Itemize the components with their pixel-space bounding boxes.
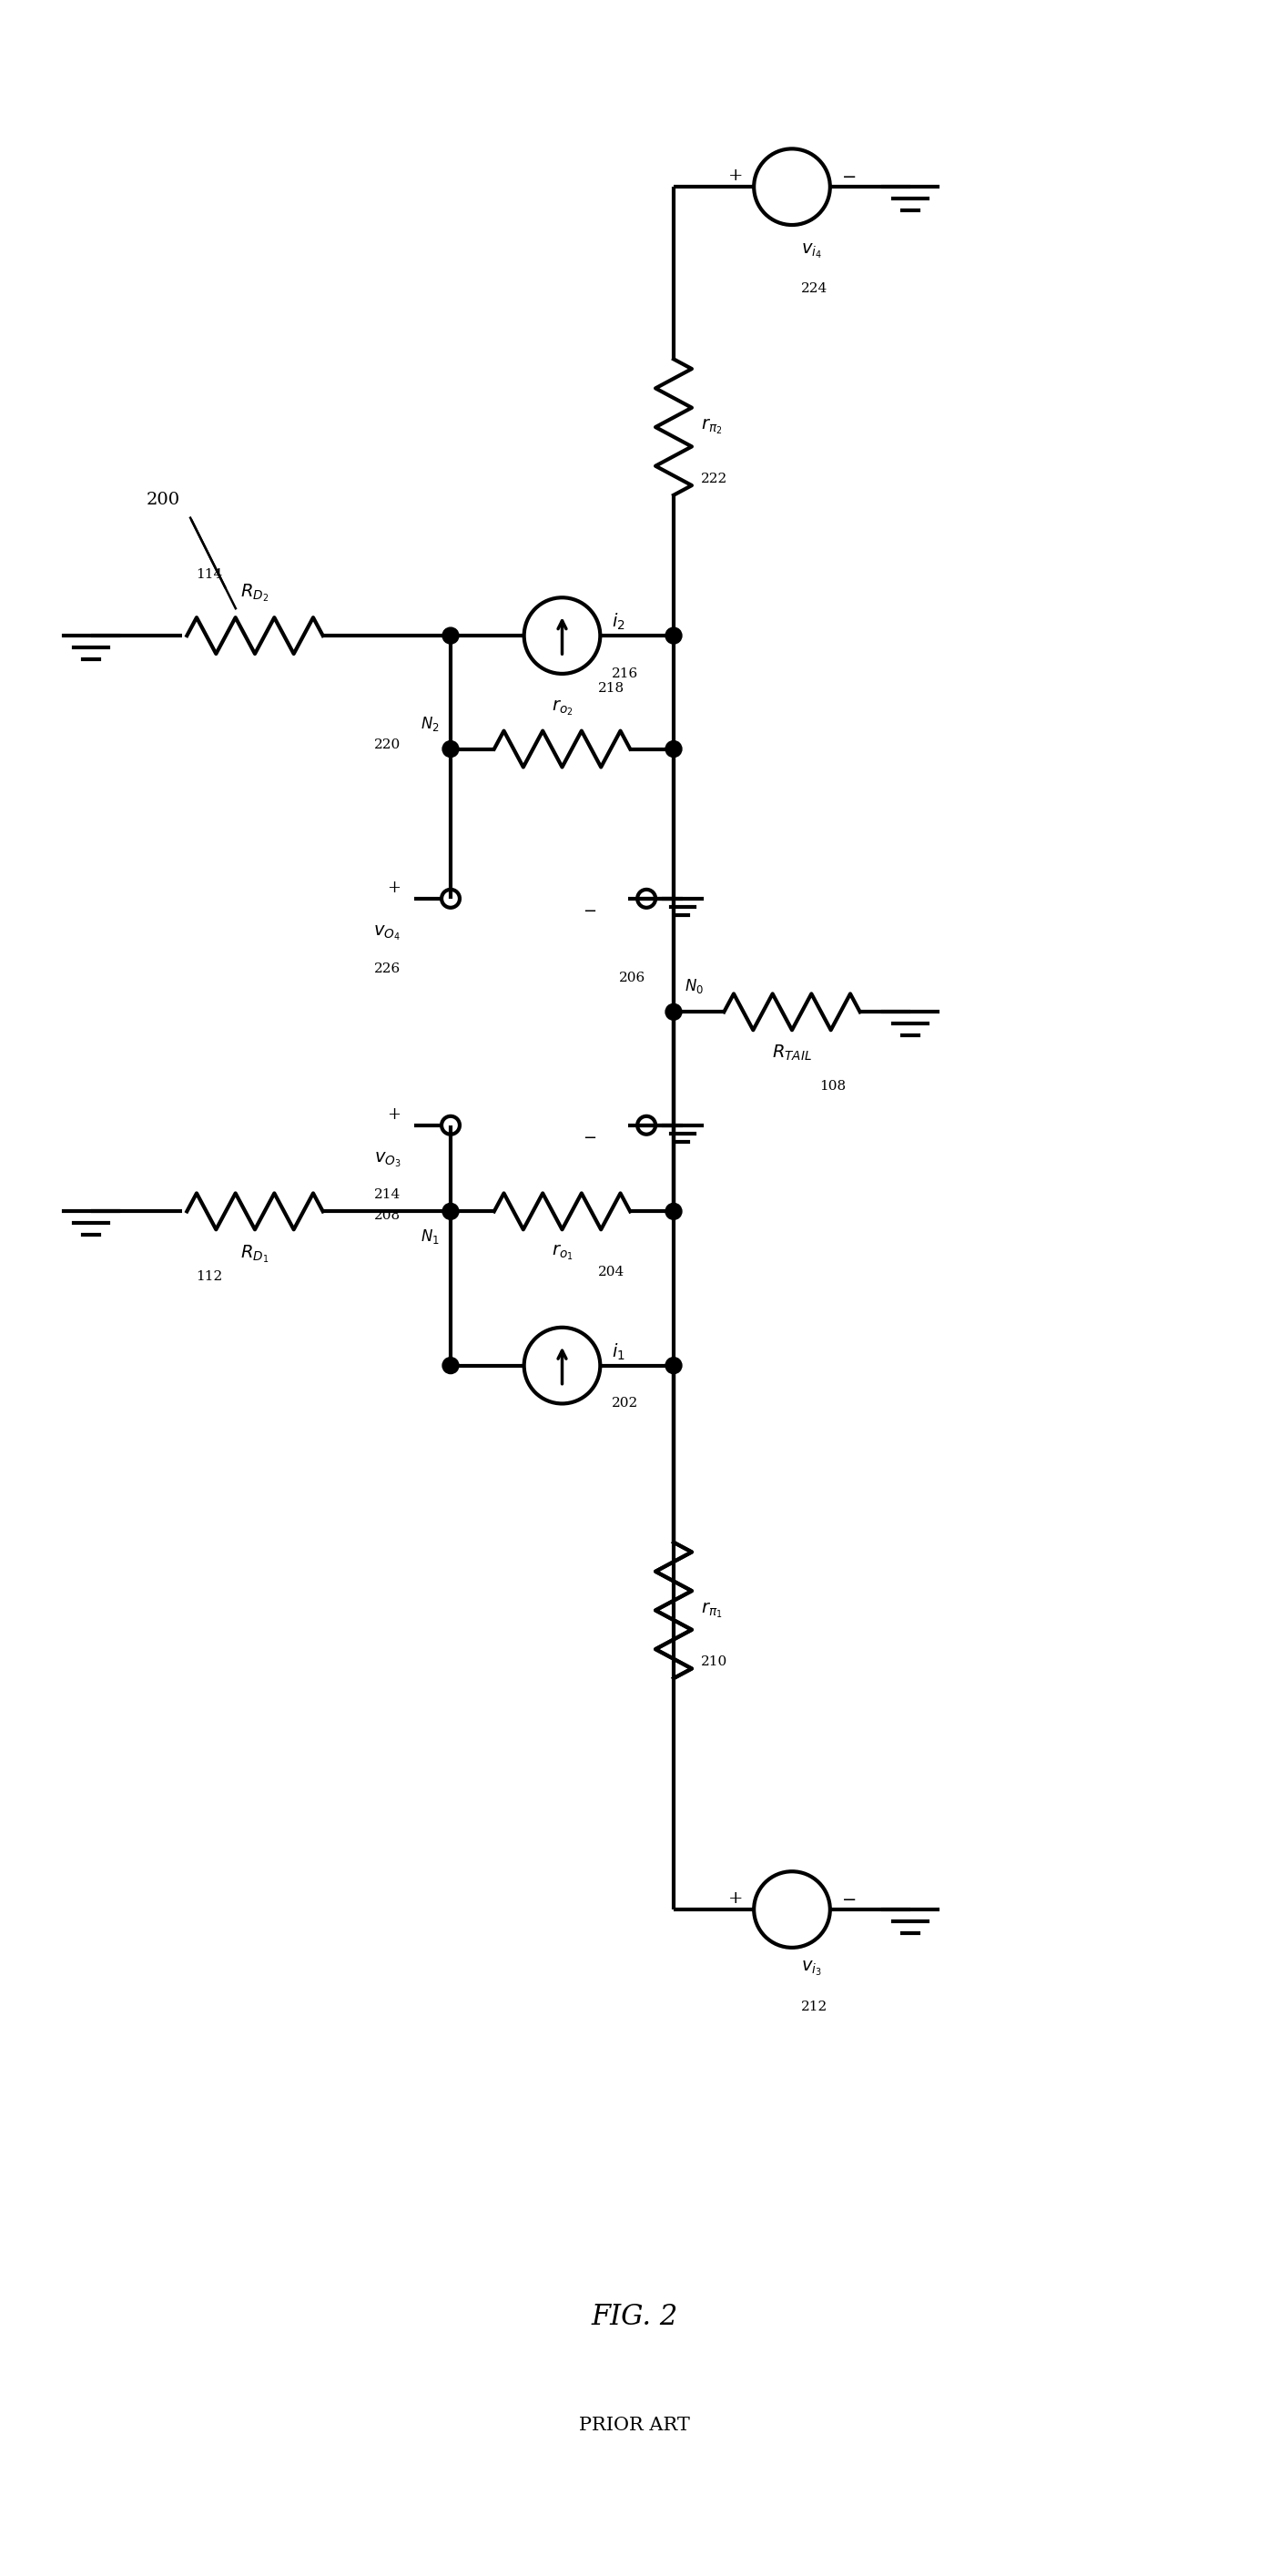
Text: $r_{o_1}$: $r_{o_1}$ xyxy=(552,1244,572,1262)
Text: $r_{\pi_1}$: $r_{\pi_1}$ xyxy=(700,1600,722,1620)
Text: $r_{o_2}$: $r_{o_2}$ xyxy=(552,698,572,716)
Text: 226: 226 xyxy=(374,961,401,974)
Text: 222: 222 xyxy=(700,471,727,484)
Text: $v_{i_4}$: $v_{i_4}$ xyxy=(801,242,822,260)
Text: +: + xyxy=(728,1891,744,1906)
Text: $-$: $-$ xyxy=(582,902,596,917)
Circle shape xyxy=(665,1005,681,1020)
Text: +: + xyxy=(728,167,744,183)
Text: 206: 206 xyxy=(619,971,646,984)
Text: +: + xyxy=(387,878,401,896)
Circle shape xyxy=(443,1203,459,1218)
Text: 224: 224 xyxy=(801,281,827,294)
Text: $v_{O_4}$: $v_{O_4}$ xyxy=(373,925,401,943)
Text: $R_{TAIL}$: $R_{TAIL}$ xyxy=(772,1043,812,1064)
Text: 200: 200 xyxy=(146,492,180,507)
Text: FIG. 2: FIG. 2 xyxy=(591,2303,678,2331)
Text: 218: 218 xyxy=(599,683,624,696)
Text: $N_1$: $N_1$ xyxy=(421,1229,440,1247)
Circle shape xyxy=(443,742,459,757)
Text: $-$: $-$ xyxy=(841,167,855,183)
Text: $i_2$: $i_2$ xyxy=(612,613,626,631)
Text: $N_0$: $N_0$ xyxy=(684,976,704,994)
Text: 216: 216 xyxy=(612,667,638,680)
Text: $r_{\pi_2}$: $r_{\pi_2}$ xyxy=(700,417,722,435)
Text: $v_{i_3}$: $v_{i_3}$ xyxy=(801,1960,822,1978)
Text: 210: 210 xyxy=(700,1656,727,1669)
Text: 108: 108 xyxy=(820,1079,845,1092)
Circle shape xyxy=(665,1203,681,1218)
Text: $R_{D_2}$: $R_{D_2}$ xyxy=(241,582,269,603)
Text: $i_1$: $i_1$ xyxy=(612,1342,626,1363)
Text: $R_{D_1}$: $R_{D_1}$ xyxy=(241,1244,269,1265)
Text: 214: 214 xyxy=(374,1188,401,1200)
Text: 208: 208 xyxy=(374,1211,401,1221)
Text: $-$: $-$ xyxy=(582,1128,596,1144)
Circle shape xyxy=(665,742,681,757)
Text: +: + xyxy=(387,1105,401,1123)
Text: $v_{O_3}$: $v_{O_3}$ xyxy=(374,1151,401,1170)
Text: 212: 212 xyxy=(801,1999,827,2012)
Text: $-$: $-$ xyxy=(841,1891,855,1906)
Text: 202: 202 xyxy=(612,1396,638,1409)
Circle shape xyxy=(443,629,459,644)
Text: 220: 220 xyxy=(374,739,401,750)
Text: 114: 114 xyxy=(197,569,223,582)
Text: 204: 204 xyxy=(599,1265,626,1278)
Text: PRIOR ART: PRIOR ART xyxy=(579,2416,690,2434)
Circle shape xyxy=(665,629,681,644)
Text: $N_2$: $N_2$ xyxy=(421,714,440,732)
Circle shape xyxy=(665,1358,681,1373)
Text: 112: 112 xyxy=(197,1270,223,1283)
Circle shape xyxy=(443,1358,459,1373)
